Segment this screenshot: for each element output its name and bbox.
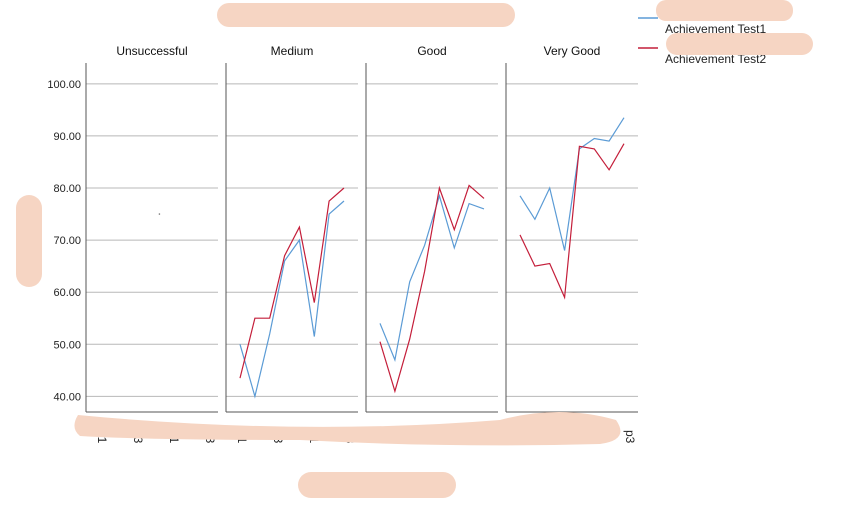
- redaction-legend-2: [666, 33, 813, 55]
- redaction-title: [217, 3, 515, 27]
- y-tick-label: 60.00: [53, 287, 81, 299]
- y-tick-label: 100.00: [47, 79, 81, 91]
- series-line: [519, 117, 625, 251]
- y-tick-label: 40.00: [53, 391, 81, 403]
- series-line: [379, 184, 485, 394]
- series-line: [239, 187, 345, 379]
- data-point: [158, 213, 161, 215]
- panel-very-good: Very Goodn1n3p1p3: [505, 44, 638, 444]
- x-tick-label: p3: [623, 430, 637, 444]
- series-line: [519, 143, 625, 300]
- y-tick-label: 90.00: [53, 131, 81, 143]
- redaction-marks: [16, 0, 813, 498]
- panel-title: Unsuccessful: [116, 44, 187, 58]
- y-tick-label: 50.00: [53, 339, 81, 351]
- series-line: [379, 193, 485, 363]
- panel-medium: Mediumn1n3p1p3: [225, 44, 358, 444]
- panel-unsuccessful: Unsuccessfuln1n3p1p3: [85, 44, 218, 444]
- redaction-legend-1: [656, 0, 793, 21]
- chart-panels: 40.00 50.00 60.00 70.00 80.00 90.00 100.00 Unsu…: [47, 44, 638, 444]
- panel-title: Very Good: [544, 44, 601, 58]
- panel-title: Medium: [271, 44, 314, 58]
- redaction-ylabel: [16, 195, 42, 287]
- panel-good: Good1313: [365, 44, 498, 437]
- series-line: [239, 200, 345, 399]
- y-tick-label: 80.00: [53, 183, 81, 195]
- redaction-xlabel: [298, 472, 456, 498]
- legend: Achievement Test1 Achievement Test2: [638, 17, 766, 66]
- y-tick-label: 70.00: [53, 235, 81, 247]
- legend-label: Achievement Test2: [665, 52, 766, 66]
- panel-title: Good: [417, 44, 446, 58]
- legend-label: Achievement Test1: [665, 22, 766, 36]
- redaction-xticks: [74, 412, 621, 446]
